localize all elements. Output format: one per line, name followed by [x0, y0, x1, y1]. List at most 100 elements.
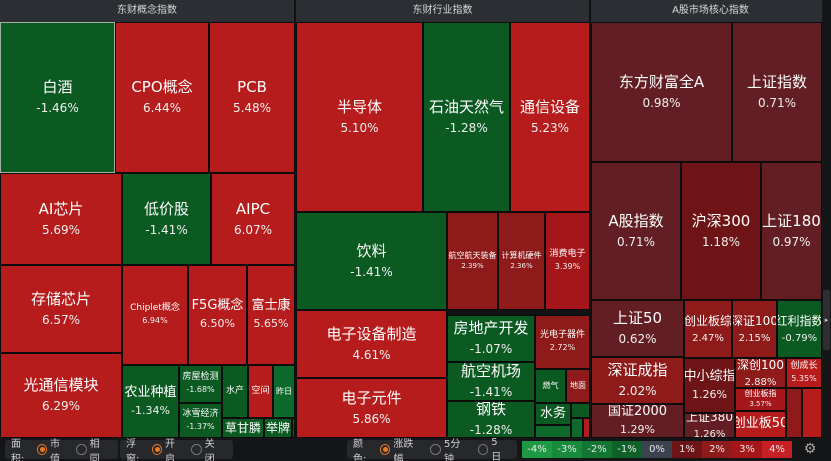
radio-unchecked-icon[interactable] — [477, 444, 489, 455]
concept-tile[interactable]: 存储芯片 6.57% — [0, 265, 122, 353]
index-tile[interactable]: A股指数 0.71% — [591, 162, 681, 300]
concept-tile[interactable]: 白酒 -1.46% — [0, 22, 115, 173]
industry-tile[interactable] — [535, 425, 571, 438]
concept-tile[interactable]: 光通信模块 6.29% — [0, 353, 122, 438]
popup-option-on[interactable]: 开启 — [151, 435, 184, 461]
industry-tile[interactable]: 房地产开发 -1.07% — [447, 315, 535, 362]
radio-checked-icon[interactable] — [379, 444, 391, 455]
tile-name: 计算机硬件 — [501, 250, 542, 260]
color-option-5day[interactable]: 5日 — [477, 437, 507, 461]
legend-swatch[interactable]: 2% — [702, 441, 732, 458]
index-tile[interactable]: 红利指数 -0.79% — [777, 300, 822, 358]
index-tile[interactable] — [802, 388, 822, 438]
color-option-5min[interactable]: 5分钟 — [430, 435, 469, 461]
industry-tile[interactable]: 半导体 5.10% — [296, 22, 423, 212]
legend-swatch[interactable]: -4% — [522, 441, 552, 458]
radio-unchecked-icon[interactable] — [191, 444, 202, 455]
industry-tile[interactable]: 计算机硬件 2.36% — [498, 212, 545, 310]
index-tile[interactable]: 创成长 5.35% — [786, 358, 822, 388]
tile-change-percent: 6.94% — [142, 316, 168, 326]
industry-tile[interactable]: 电子设备制造 4.61% — [296, 310, 447, 378]
industry-tile[interactable]: 电子元件 5.86% — [296, 378, 447, 438]
concept-tile[interactable]: 农业种植 -1.34% — [122, 365, 179, 438]
index-tile[interactable]: 深证成指 2.02% — [591, 357, 684, 404]
concept-tile[interactable]: 房屋检测 -1.68% — [179, 365, 222, 403]
tile-change-percent: -1.28% — [469, 423, 513, 438]
index-tile[interactable]: 深证100 2.15% — [732, 300, 777, 358]
legend-swatch[interactable]: 4% — [762, 441, 792, 458]
tile-change-percent: 1.18% — [701, 234, 741, 249]
radio-checked-icon[interactable] — [151, 444, 163, 455]
tile-change-percent: 1.29% — [620, 423, 655, 437]
tile-change-percent: 2.15% — [738, 332, 771, 344]
tile-name: 创业板综 — [684, 313, 732, 328]
radio-unchecked-icon[interactable] — [76, 444, 87, 455]
index-tile[interactable]: 东方财富全A 0.98% — [591, 22, 732, 162]
popup-option-off[interactable]: 关闭 — [191, 435, 223, 461]
industry-tile[interactable]: 燃气 — [535, 369, 566, 403]
tile-name: 空间 — [251, 385, 270, 396]
industry-tile[interactable]: 消费电子 3.39% — [545, 212, 590, 310]
index-tile[interactable]: 上证180 0.97% — [761, 162, 822, 300]
concept-tile[interactable]: AI芯片 5.69% — [0, 173, 122, 265]
concept-tile[interactable]: 空间 — [248, 365, 273, 418]
concept-tile[interactable]: 举牌 — [264, 418, 292, 438]
gear-icon[interactable]: ⚙ — [803, 441, 817, 457]
legend-swatch[interactable]: -3% — [552, 441, 582, 458]
industry-tile[interactable]: 光电子器件 2.72% — [535, 315, 590, 369]
concept-tile[interactable]: AIPC 6.07% — [211, 173, 295, 265]
industry-tile[interactable]: 通信设备 5.23% — [510, 22, 590, 212]
industry-tile[interactable]: 地面 — [566, 369, 590, 403]
index-tile[interactable]: 深创100 2.88% — [735, 358, 786, 388]
radio-unchecked-icon[interactable] — [430, 444, 442, 455]
index-tile[interactable]: 上证50 0.62% — [591, 300, 684, 357]
concept-tile[interactable]: 水产 — [222, 365, 248, 418]
color-option-change[interactable]: 涨跌幅 — [379, 435, 423, 461]
index-tile[interactable]: 上证指数 0.71% — [732, 22, 822, 162]
concept-tile[interactable]: 草甘膦 — [222, 418, 264, 438]
concept-tile[interactable]: 低价股 -1.41% — [122, 173, 211, 265]
industry-tile[interactable]: 航空机场 -1.41% — [447, 362, 535, 401]
index-tile[interactable]: 国证2000 1.29% — [591, 404, 684, 438]
industry-tile[interactable] — [583, 418, 590, 438]
legend-swatch[interactable]: -2% — [582, 441, 612, 458]
industry-tile[interactable]: 钢铁 -1.28% — [447, 401, 535, 438]
index-tile[interactable]: 沪深300 1.18% — [681, 162, 761, 300]
tile-name: 创业板50 — [735, 416, 786, 432]
scroll-thumb[interactable] — [823, 290, 830, 350]
tile-name: PCB — [237, 78, 267, 97]
legend-swatch[interactable]: 0% — [642, 441, 672, 458]
index-tile[interactable]: 中小综指 1.26% — [684, 358, 735, 413]
index-tile[interactable]: 创业板指 3.57% — [735, 388, 786, 411]
concept-tile[interactable]: F5G概念 6.50% — [188, 265, 247, 365]
legend-swatch[interactable]: 1% — [672, 441, 702, 458]
concept-tile[interactable]: 昨日 — [273, 365, 295, 418]
concept-tile[interactable]: PCB 5.48% — [209, 22, 295, 173]
concept-tile[interactable]: 富士康 5.65% — [247, 265, 295, 365]
legend-swatch[interactable]: -1% — [612, 441, 642, 458]
concept-tile[interactable]: CPO概念 6.44% — [115, 22, 209, 173]
industry-tile[interactable]: 饮料 -1.41% — [296, 212, 447, 310]
expand-arrow-icon[interactable]: ▸ — [824, 316, 829, 324]
concept-tile[interactable]: Chiplet概念 6.94% — [122, 265, 188, 365]
industry-tile[interactable]: 航空航天装备 2.39% — [447, 212, 498, 310]
index-tile[interactable]: 上证380 1.26% — [684, 413, 735, 438]
concept-tile[interactable]: 冰雪经济 -1.37% — [179, 403, 222, 438]
industry-tile[interactable]: 水务 — [535, 403, 571, 425]
area-mode-option-market-cap[interactable]: 市值 — [36, 435, 69, 461]
tile-name: 光通信模块 — [23, 376, 99, 395]
radio-checked-icon[interactable] — [36, 444, 48, 455]
index-tile[interactable] — [786, 388, 802, 438]
industry-tile[interactable] — [571, 403, 590, 418]
panel-title: 东财行业指数 — [296, 0, 590, 22]
tile-name: CPO概念 — [131, 78, 193, 97]
index-tile[interactable]: 创业板综 2.47% — [684, 300, 732, 358]
industry-tile[interactable]: 石油天然气 -1.28% — [423, 22, 510, 212]
index-tile[interactable]: 创业板50 — [735, 411, 786, 438]
area-mode-option-equal[interactable]: 相同 — [76, 435, 108, 461]
concept-tile[interactable] — [292, 418, 295, 438]
legend-swatch[interactable]: 3% — [732, 441, 762, 458]
vertical-scrollbar[interactable]: ▸ — [822, 0, 831, 438]
tile-change-percent: 1.26% — [692, 387, 727, 401]
industry-tile[interactable] — [571, 418, 583, 438]
